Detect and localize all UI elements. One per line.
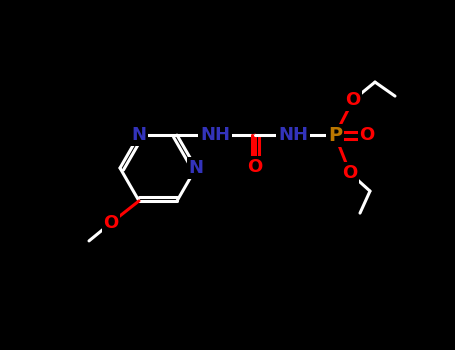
Text: NH: NH <box>278 126 308 144</box>
Text: N: N <box>131 126 147 144</box>
Text: O: O <box>248 158 263 176</box>
Text: O: O <box>103 214 119 232</box>
Text: N: N <box>188 159 203 177</box>
Text: NH: NH <box>200 126 230 144</box>
Text: O: O <box>342 164 358 182</box>
Text: O: O <box>345 91 361 109</box>
Text: O: O <box>359 126 374 144</box>
Text: P: P <box>328 126 342 145</box>
